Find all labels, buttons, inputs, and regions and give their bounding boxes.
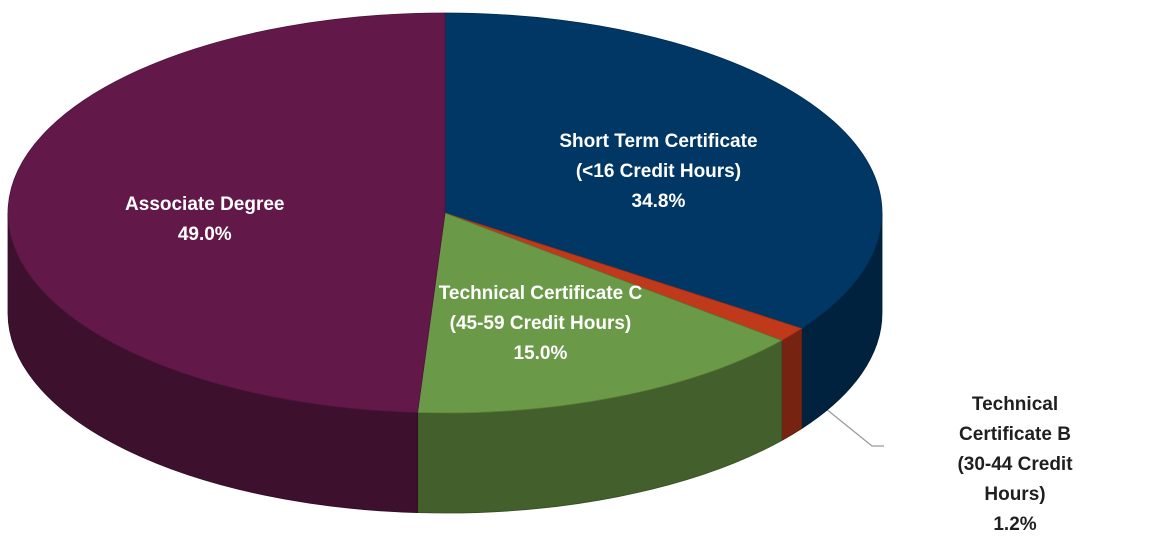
value-label: 1.2%	[993, 514, 1037, 535]
chart: Short Term Certificate (<16 Credit Hours…	[7, 12, 1073, 535]
pie-slice	[444, 12, 883, 329]
category-label: Associate Degree	[125, 193, 285, 215]
category-label: Technical Certificate C (45-59 Credit Ho…	[438, 282, 643, 334]
value-label: 49.0%	[177, 223, 232, 245]
category-label: Technical Certificate B (30-44 Credit Ho…	[957, 394, 1073, 505]
pie-slice	[417, 212, 783, 414]
leader-line	[814, 399, 884, 447]
value-label: 15.0%	[513, 342, 568, 364]
slice-label: Technical Certificate C (45-59 Credit Ho…	[439, 279, 642, 369]
pie-slice	[7, 12, 446, 414]
slice-label: Short Term Certificate (<16 Credit Hours…	[559, 127, 757, 217]
slice-label: Technical Certificate B (30-44 Credit Ho…	[948, 390, 1083, 540]
slice-label: Associate Degree 49.0%	[125, 190, 284, 250]
pie-canvas	[7, 12, 884, 514]
pie-slice-side	[781, 327, 803, 442]
category-label: Short Term Certificate (<16 Credit Hours…	[559, 131, 758, 183]
value-label: 34.8%	[631, 191, 686, 213]
